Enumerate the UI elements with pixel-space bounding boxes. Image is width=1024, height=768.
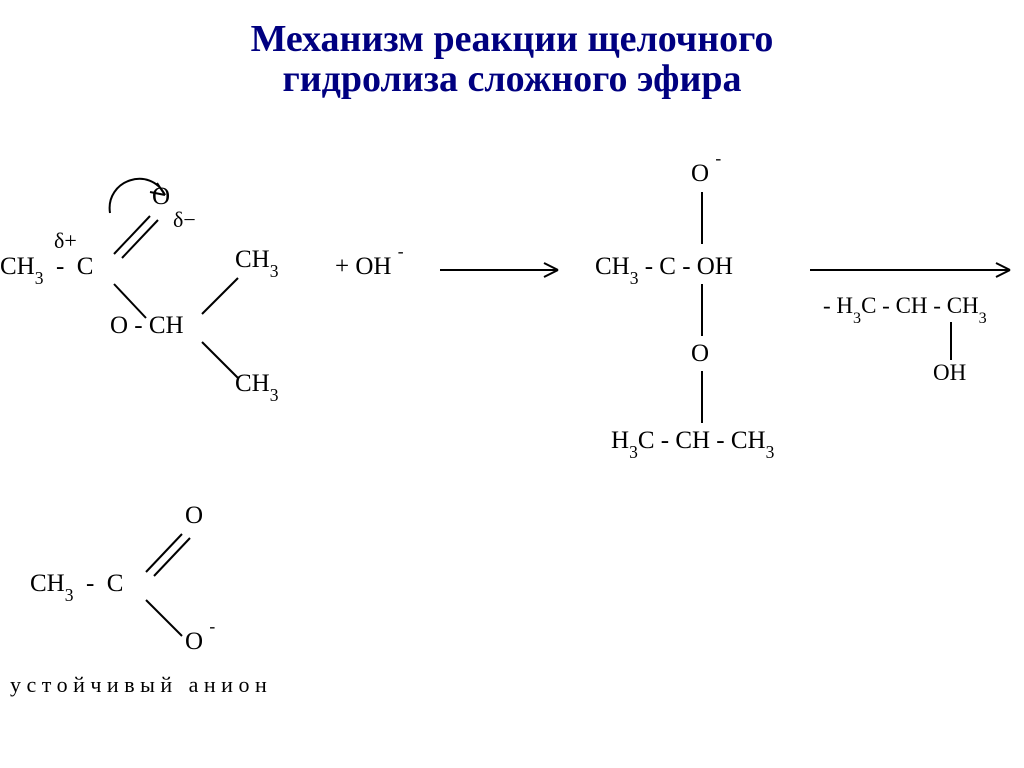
acetate-O-bot: O - xyxy=(185,628,215,656)
plus-oh: + OH - xyxy=(335,253,404,281)
int-line1: CH3 - C - OH xyxy=(595,253,733,281)
arrow-2-icon xyxy=(810,258,1020,282)
curved-arrow-icon xyxy=(95,165,185,225)
acetate-caption: устойчивый анион xyxy=(10,672,272,698)
int-line3: H3C - CH - CH3 xyxy=(611,427,774,455)
delta-plus: δ+ xyxy=(54,228,77,254)
acetate-O-top: O xyxy=(185,502,203,530)
int-bond-top xyxy=(699,192,705,244)
slide-root: Механизм реакции щелочного гидролиза сло… xyxy=(0,0,1024,768)
int-bond-bot xyxy=(699,371,705,423)
ester-ch3-upper: CH3 xyxy=(235,246,278,274)
title-line2: гидролиза сложного эфира xyxy=(0,60,1024,100)
byproduct-bond xyxy=(948,322,954,360)
int-O-top: O - xyxy=(691,160,721,188)
arrow-1-icon xyxy=(440,258,570,282)
ester-o-ch: O - CH xyxy=(110,312,184,340)
title-line1: Механизм реакции щелочного xyxy=(0,20,1024,60)
byproduct-oh: OH xyxy=(933,360,966,386)
ester-ch3-lower: CH3 xyxy=(235,370,278,398)
int-O-mid: O xyxy=(691,340,709,368)
acetate-double-bond xyxy=(140,524,200,579)
int-bond-mid xyxy=(699,284,705,336)
ester-ch-up-bond xyxy=(198,270,253,320)
acetate-ch3-c: CH3 - C xyxy=(30,570,123,598)
slide-title: Механизм реакции щелочного гидролиза сло… xyxy=(0,20,1024,100)
byproduct-line1: - H3C - CH - CH3 xyxy=(823,293,987,319)
ester-ch3-c: CH3 - C xyxy=(0,253,93,281)
